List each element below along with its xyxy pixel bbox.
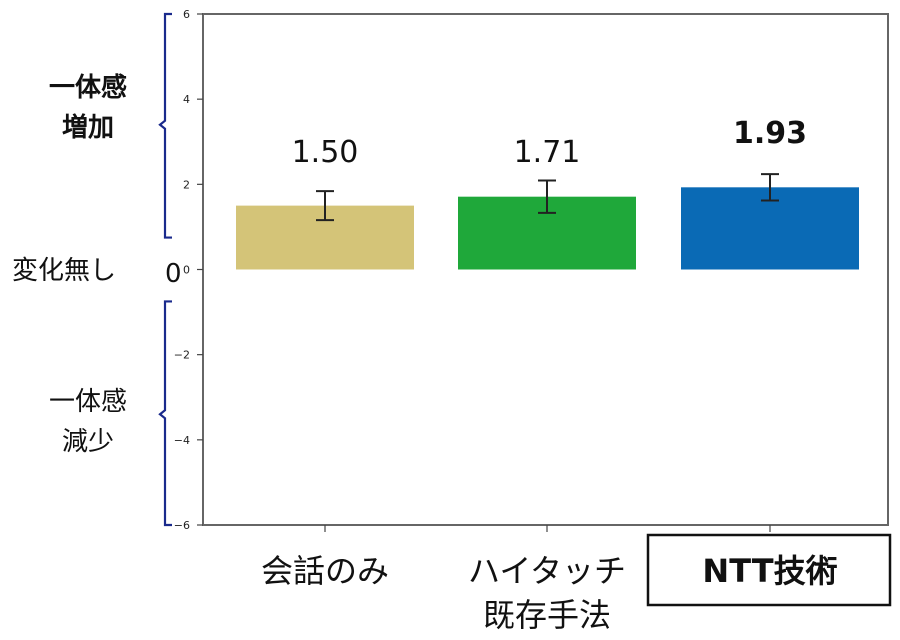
x-category-label: NTT技術 — [702, 552, 837, 590]
decrease-label: 一体感 — [49, 387, 127, 417]
y-tick-label: 4 — [183, 93, 190, 106]
increase-label: 一体感 — [49, 73, 127, 103]
value-label: 1.50 — [292, 135, 359, 170]
value-label: 1.93 — [733, 116, 807, 151]
y-tick-label: 6 — [183, 8, 190, 21]
x-category-label: 会話のみ — [261, 552, 389, 590]
x-category-label: 既存手法 — [483, 596, 611, 634]
no-change-label: 変化無し — [12, 256, 116, 286]
y-tick-label: −6 — [174, 519, 190, 532]
highlight-box — [646, 533, 892, 607]
y-tick-label: 2 — [183, 178, 190, 191]
value-label: 1.71 — [514, 135, 581, 170]
y-tick-label: 0 — [183, 264, 190, 277]
zero-label: 0 — [165, 259, 182, 289]
y-tick-label: −4 — [174, 434, 190, 447]
x-category-label: ハイタッチ — [468, 552, 626, 590]
side-brackets — [158, 12, 172, 527]
decrease-label: 減少 — [62, 427, 114, 457]
decrease-bracket — [158, 300, 172, 527]
y-tick-label: −2 — [174, 349, 190, 362]
bars: 1.50 1.71 1.93 — [236, 116, 859, 532]
y-axis: −6 −4 −2 0 2 4 6 — [174, 8, 203, 532]
increase-bracket — [158, 12, 172, 239]
increase-label: 増加 — [62, 113, 114, 143]
